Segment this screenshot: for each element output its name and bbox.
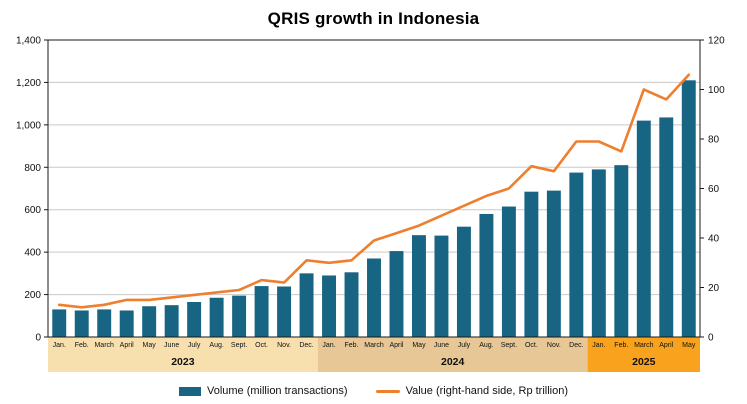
legend-item-volume: Volume (million transactions) [178, 385, 348, 397]
month-label: Oct. [255, 342, 268, 349]
left-axis-label: 800 [24, 163, 41, 174]
legend-item-value: Value (right-hand side, Rp trillion) [375, 385, 569, 397]
right-axis-label: 80 [708, 135, 720, 146]
volume-bar [569, 172, 584, 337]
left-axis-label: 1,200 [16, 78, 41, 89]
right-axis-label: 100 [708, 85, 725, 96]
month-label: April [659, 342, 673, 349]
left-axis-label: 400 [24, 248, 41, 259]
month-label: Feb. [345, 342, 359, 349]
volume-bar [411, 235, 426, 337]
left-axis-label: 0 [35, 333, 41, 344]
legend: Volume (million transactions) Value (rig… [0, 385, 747, 397]
month-label: Jan. [322, 342, 335, 349]
month-label: April [120, 342, 134, 349]
value-line [57, 73, 691, 309]
plot-frame [47, 39, 701, 338]
left-axis-label: 600 [24, 205, 41, 216]
year-band-2023 [48, 337, 318, 372]
legend-value-label: Value (right-hand side, Rp trillion) [405, 385, 569, 397]
volume-bar [119, 310, 134, 337]
month-label: Oct. [525, 342, 538, 349]
chart-title: QRIS growth in Indonesia [267, 9, 480, 28]
volume-bar [479, 213, 494, 337]
volume-swatch-icon [178, 386, 201, 396]
volume-bar [389, 251, 404, 337]
month-label: Jan. [53, 342, 66, 349]
month-label: April [389, 342, 403, 349]
left-axis-label: 1,400 [16, 36, 41, 47]
right-axis-label: 20 [708, 283, 720, 294]
month-label: July [458, 342, 471, 349]
month-label: Sept. [501, 342, 517, 349]
right-axis-label: 0 [708, 333, 714, 344]
month-label: Nov. [277, 342, 291, 349]
left-axis-label: 1,000 [16, 120, 41, 131]
legend-volume-label: Volume (million transactions) [206, 385, 348, 397]
volume-bar [636, 120, 651, 337]
year-band-2024 [317, 337, 588, 372]
volume-bar [74, 310, 89, 337]
volume-bar [209, 297, 224, 337]
month-label: March [364, 342, 384, 349]
month-label: May [412, 342, 426, 349]
volume-bar [97, 309, 112, 337]
volume-bar [591, 169, 606, 337]
month-label: May [143, 342, 157, 349]
month-label: Dec. [569, 342, 583, 349]
month-label: Sept. [231, 342, 247, 349]
volume-bar [456, 226, 471, 337]
right-axis-label: 60 [708, 184, 720, 195]
volume-bar [164, 305, 179, 337]
volume-bar [546, 190, 561, 337]
month-label: June [434, 342, 449, 349]
volume-bar [524, 191, 539, 337]
month-label: Feb. [75, 342, 89, 349]
volume-bar [254, 286, 269, 337]
month-label: July [188, 342, 201, 349]
volume-bar [659, 117, 674, 337]
month-label: Aug. [209, 342, 223, 349]
volume-bar [277, 286, 292, 337]
right-axis-label: 40 [708, 234, 720, 245]
month-label: Nov. [547, 342, 561, 349]
volume-bar [299, 273, 314, 337]
volume-bar [434, 235, 449, 337]
year-band-2025 [587, 337, 700, 372]
left-axis-label: 200 [24, 290, 41, 301]
volume-bar [614, 165, 629, 337]
volume-bar [52, 309, 67, 337]
month-label: March [634, 342, 654, 349]
month-label: Aug. [479, 342, 493, 349]
value-swatch-icon [375, 389, 400, 393]
volume-bar [681, 80, 696, 338]
volume-bar [142, 306, 157, 337]
volume-bar [344, 272, 359, 337]
volume-bar [322, 275, 337, 337]
month-label: Feb. [614, 342, 628, 349]
volume-bar [501, 206, 516, 337]
year-label-2023: 2023 [171, 356, 195, 368]
right-axis-label: 120 [708, 36, 725, 47]
volume-bar [232, 295, 247, 337]
month-label: March [94, 342, 114, 349]
month-label: June [164, 342, 179, 349]
volume-bar [367, 258, 381, 337]
month-label: Jan. [592, 342, 605, 349]
month-label: Dec. [299, 342, 313, 349]
volume-bar [187, 301, 202, 337]
month-label: May [682, 342, 696, 349]
year-label-2025: 2025 [632, 356, 656, 368]
year-label-2024: 2024 [441, 356, 465, 368]
